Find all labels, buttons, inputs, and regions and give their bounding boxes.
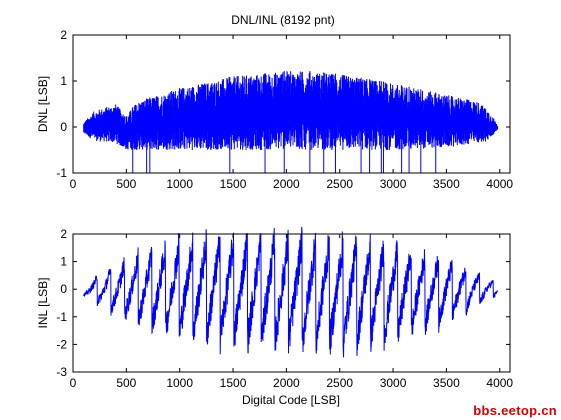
dnl-x-ticks: 0 500 1000 1500 2000 2500 3000 3500 4000 (70, 35, 513, 191)
inl-xlabel: Digital Code [LSB] (242, 393, 340, 407)
dnl-axes-box (72, 34, 511, 174)
dnl-subplot: DNL/INL (8192 pnt) DNL [LSB] 0 500 1000 150… (36, 13, 513, 191)
dnl-x-tick-label: 4000 (486, 177, 513, 191)
inl-y-tick-label: 1 (60, 255, 67, 269)
inl-x-tick-label: 3500 (433, 376, 460, 390)
inl-x-tick-label: 2500 (326, 376, 353, 390)
inl-ylabel: INL [LSB] (36, 278, 50, 329)
dnl-plot-area (83, 71, 499, 173)
dnl-series-trace (83, 71, 499, 150)
dnl-x-tick-label: 3500 (433, 177, 460, 191)
dnl-y-tick-label: 1 (60, 74, 67, 88)
inl-y-tick-label: -2 (56, 337, 67, 351)
dnl-x-tick-label: 2000 (273, 177, 300, 191)
inl-x-tick-label: 2000 (273, 376, 300, 390)
dnl-x-tick-label: 1000 (166, 177, 193, 191)
inl-x-tick-label: 1000 (166, 376, 193, 390)
inl-y-tick-label: 2 (60, 227, 67, 241)
dnl-y-tick-label: 0 (60, 120, 67, 134)
dnl-x-tick-label: 1500 (220, 177, 247, 191)
dnl-x-tick-label: 3000 (380, 177, 407, 191)
inl-x-tick-label: 3000 (380, 376, 407, 390)
inl-x-tick-label: 500 (116, 376, 136, 390)
inl-x-tick-label: 1500 (220, 376, 247, 390)
dnl-y-ticks: -1 0 1 2 (56, 28, 510, 180)
dnl-title: DNL/INL (8192 pnt) (231, 13, 335, 27)
inl-plot-area (83, 226, 498, 358)
watermark-text: bbs.eetop.cn (473, 403, 557, 418)
dnl-x-tick-label: 2500 (326, 177, 353, 191)
dnl-x-tick-label: 0 (70, 177, 77, 191)
inl-series-trace (83, 226, 498, 358)
inl-y-tick-label: -3 (56, 365, 67, 379)
dnl-ylabel: DNL [LSB] (36, 76, 50, 132)
dnl-x-tick-label: 500 (116, 177, 136, 191)
inl-y-tick-label: -1 (56, 310, 67, 324)
inl-x-tick-label: 0 (70, 376, 77, 390)
inl-x-ticks: 0 500 1000 1500 2000 2500 3000 3500 4000 (70, 234, 513, 390)
inl-axes-box (72, 233, 511, 373)
inl-y-ticks: -3 -2 -1 0 1 2 (56, 227, 510, 379)
dnl-y-tick-label: -1 (56, 166, 67, 180)
dnl-y-tick-label: 2 (60, 28, 67, 42)
inl-subplot: INL [LSB] 0 500 1000 1500 2000 2500 3000 3500 40… (36, 226, 513, 407)
inl-y-tick-label: 0 (60, 282, 67, 296)
inl-x-tick-label: 4000 (486, 376, 513, 390)
